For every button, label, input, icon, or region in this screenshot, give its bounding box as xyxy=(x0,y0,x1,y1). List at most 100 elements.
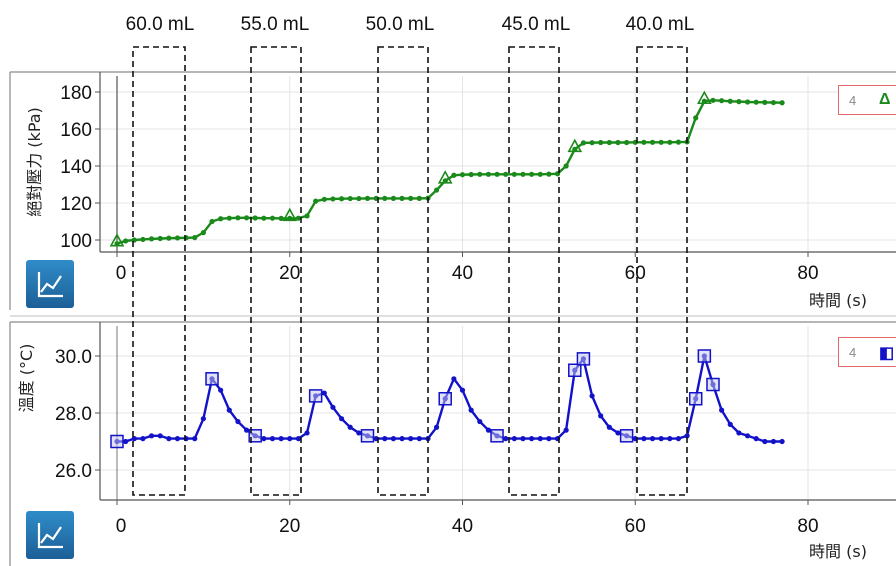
pressure-point xyxy=(295,215,301,221)
temperature-point xyxy=(684,433,690,439)
pressure-point xyxy=(675,139,682,145)
pressure-point xyxy=(157,235,163,242)
triangle-marker-icon: Δ xyxy=(879,91,891,108)
pressure-point xyxy=(649,139,656,145)
temperature-square-marker xyxy=(248,429,262,443)
pressure-point xyxy=(382,195,388,201)
temperature-y-axis-label: 溫度 (°C) xyxy=(17,344,36,413)
pressure-point xyxy=(485,171,492,177)
pressure-point xyxy=(736,99,742,105)
pressure-ytick-label-120: 120 xyxy=(60,194,92,215)
temperature-point xyxy=(546,436,552,442)
pressure-y-axis-label: 絕對壓力 (kPa) xyxy=(25,107,44,217)
temperature-point xyxy=(779,438,785,445)
temperature-point xyxy=(762,438,768,445)
square-marker-icon: ◧ xyxy=(879,345,895,362)
pressure-point xyxy=(606,139,612,146)
pressure-ytick-label-160: 160 xyxy=(60,120,92,141)
pressure-point xyxy=(477,171,483,177)
pressure-point xyxy=(779,100,785,106)
pressure-point xyxy=(140,236,146,243)
pressure-xtick-label-80: 80 xyxy=(797,263,818,284)
pressure-point xyxy=(451,172,457,178)
temperature-square-marker xyxy=(205,372,219,386)
pressure-point xyxy=(537,171,543,177)
volume-label-40: 40.0 mL xyxy=(626,14,695,35)
temperature-square-marker xyxy=(697,349,712,363)
temperature-point xyxy=(468,407,474,413)
volume-region-box-1 xyxy=(132,46,186,496)
pressure-point xyxy=(278,215,284,221)
temperature-legend-number: 4 xyxy=(849,345,857,360)
pressure-point xyxy=(511,171,517,177)
temperature-point xyxy=(382,436,388,442)
temperature-point xyxy=(459,387,466,393)
pressure-point xyxy=(710,97,716,103)
volume-region-box-4 xyxy=(508,46,560,496)
temperature-point xyxy=(278,436,284,442)
pressure-series xyxy=(109,90,785,247)
pressure-point xyxy=(166,235,172,241)
temperature-point xyxy=(235,418,241,425)
pressure-triangle-marker xyxy=(109,233,125,247)
pressure-point xyxy=(235,215,241,221)
temperature-square-marker xyxy=(490,429,504,443)
pressure-point xyxy=(520,171,526,177)
pressure-xtick-label-60: 60 xyxy=(625,263,646,284)
temperature-point xyxy=(753,436,759,442)
pressure-legend[interactable]: 4 Δ xyxy=(838,85,896,115)
pressure-point xyxy=(658,139,664,145)
pressure-xtick-label-40: 40 xyxy=(452,263,473,284)
temperature-point xyxy=(744,433,751,439)
temperature-xtick-label-0: 0 xyxy=(116,516,127,537)
pressure-point xyxy=(123,238,129,244)
line-graph-icon xyxy=(37,272,63,298)
temperature-square-marker xyxy=(438,392,452,406)
temperature-point xyxy=(477,418,483,425)
temperature-point xyxy=(615,430,621,436)
temperature-graph-tool-icon[interactable] xyxy=(26,511,74,559)
pressure-point xyxy=(313,198,319,204)
pressure-point xyxy=(330,196,336,202)
temperature-point xyxy=(399,436,405,442)
volume-label-50: 50.0 mL xyxy=(366,14,435,35)
temperature-point xyxy=(304,430,310,436)
temperature-xtick-label-60: 60 xyxy=(625,516,646,537)
temperature-point xyxy=(770,438,777,445)
pressure-point xyxy=(624,139,630,146)
pressure-xtick-label-0: 0 xyxy=(116,263,127,284)
temperature-point xyxy=(123,438,129,445)
temperature-point xyxy=(330,404,336,410)
temperature-point xyxy=(537,436,543,442)
pressure-point xyxy=(589,140,595,146)
temperature-point xyxy=(598,413,604,419)
pressure-point xyxy=(304,213,310,219)
pressure-point xyxy=(615,139,621,146)
pressure-axes: 0 20 40 60 80 100 120 140 160 180 xyxy=(60,72,896,284)
temperature-point xyxy=(675,436,682,442)
temperature-point xyxy=(131,436,137,442)
line-graph-icon xyxy=(37,523,63,549)
temperature-point xyxy=(321,390,327,396)
temperature-point xyxy=(261,436,267,442)
pressure-point xyxy=(580,140,587,146)
temperature-point xyxy=(243,427,250,433)
pressure-point xyxy=(390,195,396,201)
pressure-point xyxy=(192,234,198,241)
pressure-point xyxy=(243,215,250,221)
temperature-series xyxy=(110,349,785,449)
temperature-grid xyxy=(100,326,896,500)
pressure-point xyxy=(563,163,569,169)
temperature-point xyxy=(347,424,353,430)
pressure-ytick-label-140: 140 xyxy=(60,157,92,178)
temperature-point xyxy=(503,436,509,442)
pressure-point xyxy=(338,196,345,202)
temperature-point xyxy=(218,387,224,393)
pressure-point xyxy=(252,215,258,221)
temperature-square-marker xyxy=(568,363,582,377)
temperature-legend[interactable]: 4 ◧ xyxy=(838,337,896,367)
pressure-graph-tool-icon[interactable] xyxy=(26,260,74,308)
temperature-square-marker xyxy=(688,392,703,406)
temperature-point xyxy=(433,424,440,430)
